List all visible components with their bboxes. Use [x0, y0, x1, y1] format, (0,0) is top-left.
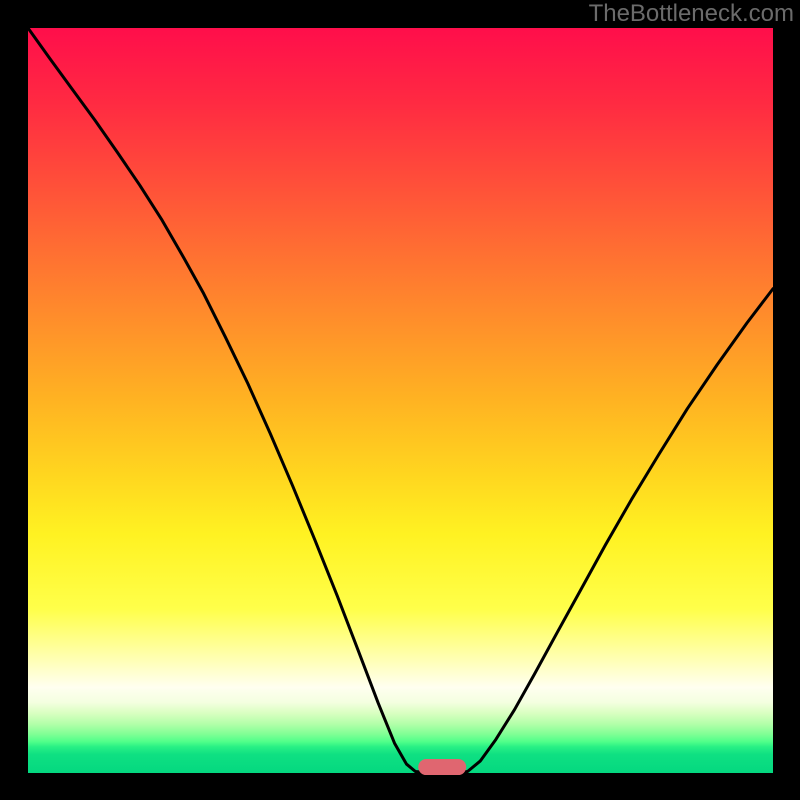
bottleneck-chart	[0, 0, 800, 800]
chart-background	[28, 28, 773, 773]
chart-container: { "watermark": { "text": "TheBottleneck.…	[0, 0, 800, 800]
watermark-text: TheBottleneck.com	[589, 0, 794, 28]
optimal-marker	[418, 759, 466, 775]
